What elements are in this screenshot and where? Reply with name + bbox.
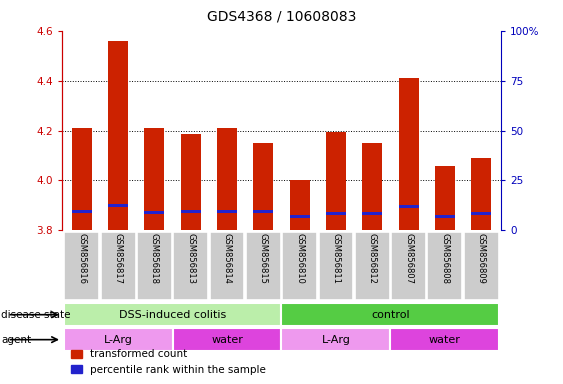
Text: GSM856811: GSM856811 [332,233,341,284]
Text: GSM856812: GSM856812 [368,233,377,284]
FancyBboxPatch shape [101,232,136,300]
Text: water: water [429,334,461,345]
FancyBboxPatch shape [246,232,281,300]
Text: GDS4368 / 10608083: GDS4368 / 10608083 [207,10,356,23]
FancyBboxPatch shape [391,232,426,300]
FancyBboxPatch shape [282,303,499,326]
Bar [72,128,92,230]
Text: GSM856816: GSM856816 [77,233,86,284]
Legend: transformed count, percentile rank within the sample: transformed count, percentile rank withi… [67,345,270,379]
Bar [217,210,237,213]
FancyBboxPatch shape [64,303,282,326]
Text: GSM856810: GSM856810 [295,233,304,284]
FancyBboxPatch shape [464,232,498,300]
Text: GSM856808: GSM856808 [440,233,449,284]
Bar [290,215,310,218]
Text: GSM856815: GSM856815 [259,233,268,284]
Text: GSM856818: GSM856818 [150,233,159,284]
Bar [253,143,273,230]
Bar [326,212,346,215]
FancyBboxPatch shape [64,328,173,351]
Bar [435,166,455,230]
Bar [435,215,455,218]
Text: control: control [371,310,410,320]
FancyBboxPatch shape [390,328,499,351]
Text: water: water [211,334,243,345]
Bar [326,132,346,230]
FancyBboxPatch shape [65,232,99,300]
Bar [72,210,92,213]
FancyBboxPatch shape [319,232,354,300]
Text: L-Arg: L-Arg [104,334,133,345]
Text: agent: agent [1,334,32,345]
Text: DSS-induced colitis: DSS-induced colitis [119,310,226,320]
Bar [399,205,418,208]
Bar [181,210,201,213]
Text: GSM856807: GSM856807 [404,233,413,284]
Bar [471,158,491,230]
Text: disease state: disease state [1,310,70,320]
FancyBboxPatch shape [137,232,172,300]
FancyBboxPatch shape [209,232,244,300]
Bar [471,212,491,215]
Bar [217,128,237,230]
Bar [145,128,164,230]
FancyBboxPatch shape [427,232,462,300]
Bar [253,210,273,213]
FancyBboxPatch shape [173,328,282,351]
FancyBboxPatch shape [173,232,208,300]
Bar [108,204,128,207]
FancyBboxPatch shape [282,328,390,351]
Bar [145,211,164,214]
Bar [362,212,382,215]
Bar [362,143,382,230]
Bar [399,78,418,230]
Text: GSM856817: GSM856817 [114,233,123,284]
Text: GSM856809: GSM856809 [477,233,486,284]
Text: GSM856814: GSM856814 [222,233,231,284]
Text: L-Arg: L-Arg [321,334,350,345]
Bar [108,41,128,230]
Bar [290,180,310,230]
Text: GSM856813: GSM856813 [186,233,195,284]
Bar [181,134,201,230]
FancyBboxPatch shape [282,232,317,300]
FancyBboxPatch shape [355,232,390,300]
